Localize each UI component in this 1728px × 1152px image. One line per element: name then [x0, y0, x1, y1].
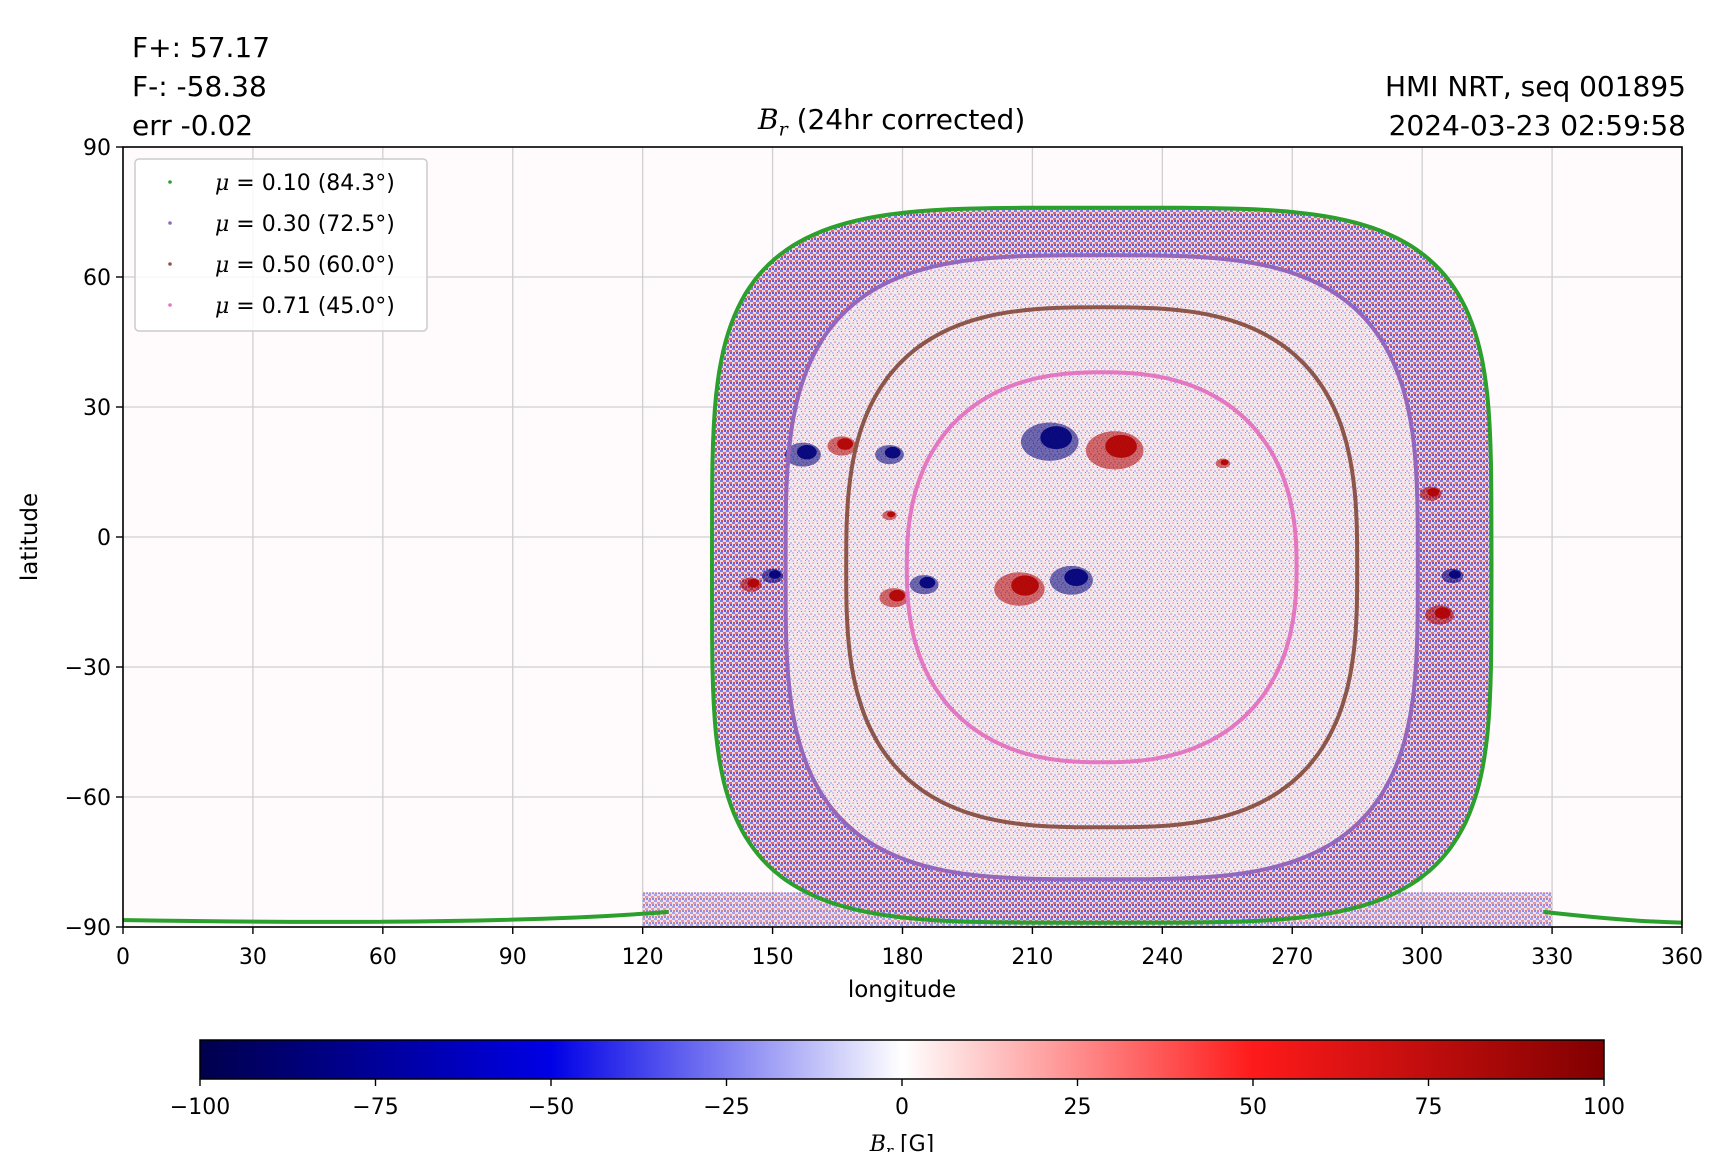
x-tick-label: 330 [1531, 945, 1573, 970]
mu-contour-tail-right [1543, 909, 1682, 925]
active-regions [740, 422, 1464, 625]
active-region-core [889, 589, 905, 602]
x-axis-ticks: 0 30 60 90 120 150 180 210 240 270 300 330 360 [116, 927, 1703, 970]
x-tick-label: 30 [239, 945, 267, 970]
active-region-core [1011, 575, 1039, 596]
chart-title: Br (24hr corrected) [758, 106, 1025, 140]
legend-mu-symbol: μ [215, 212, 229, 237]
colorbar-label-unit: [G] [893, 1132, 934, 1152]
y-tick-label: 0 [97, 526, 111, 551]
x-axis-label: longitude [848, 977, 956, 1003]
x-tick-label: 240 [1141, 945, 1183, 970]
colorbar-label-subscript: r [886, 1142, 894, 1152]
legend-mu-value: = 0.71 (45.0°) [229, 294, 395, 319]
legend-marker [168, 180, 172, 184]
legend-mu-value: = 0.50 (60.0°) [229, 253, 395, 278]
colorbar-label: Br [G] [869, 1132, 935, 1152]
active-region-core [919, 576, 936, 589]
active-region-core [1105, 434, 1137, 458]
title-text: (24hr corrected) [787, 103, 1026, 136]
colorbar-tick-label: −75 [352, 1095, 398, 1120]
active-region-core [1220, 459, 1229, 466]
title-subscript: r [778, 118, 788, 141]
mu-contour-tail-left [123, 909, 669, 924]
legend-label: μ = 0.71 (45.0°) [215, 294, 395, 319]
colorbar-ticks: −100 −75 −50 −25 0 25 50 75 100 [170, 1079, 1625, 1120]
mu-contour-0.30 [783, 253, 1420, 882]
mu-contour-0.50 [844, 305, 1360, 830]
active-region-core [1434, 607, 1451, 619]
legend-mu-symbol: μ [215, 253, 229, 278]
colorbar-tick-label: 100 [1583, 1095, 1625, 1120]
timestamp-label: 2024-03-23 02:59:58 [1388, 109, 1686, 142]
active-region-core [1064, 568, 1089, 586]
legend-label: μ = 0.10 (84.3°) [215, 171, 395, 196]
legend-mu-symbol: μ [215, 171, 229, 196]
y-tick-label: 60 [83, 266, 111, 291]
legend-marker [168, 303, 172, 307]
legend-mu-symbol: μ [215, 294, 229, 319]
colorbar-tick-label: 75 [1415, 1095, 1443, 1120]
x-tick-label: 270 [1271, 945, 1313, 970]
colorbar-tick-label: −100 [170, 1095, 230, 1120]
mu-contour-0.10 [710, 205, 1494, 925]
y-tick-label: 30 [83, 396, 111, 421]
legend-mu-value: = 0.10 (84.3°) [229, 171, 395, 196]
mu-contour-0.71 [904, 370, 1299, 765]
x-tick-label: 60 [369, 945, 397, 970]
flux-positive: F+: 57.17 [132, 31, 271, 64]
y-tick-label: 90 [83, 136, 111, 161]
active-region-core [887, 511, 896, 518]
active-region-core [884, 446, 901, 459]
legend-box [134, 158, 428, 332]
instrument-label: HMI NRT, seq 001895 [1384, 70, 1686, 103]
flux-negative: F-: -58.38 [132, 70, 267, 103]
active-region-core [837, 438, 853, 450]
legend-mu-value: = 0.30 (72.5°) [229, 212, 395, 237]
title-symbol: B [758, 103, 779, 136]
active-region-core [747, 578, 760, 588]
colorbar-tick-label: 25 [1064, 1095, 1092, 1120]
x-tick-label: 120 [622, 945, 664, 970]
x-tick-label: 180 [882, 945, 924, 970]
active-region-core [1448, 570, 1461, 579]
active-region-core [1040, 426, 1072, 450]
active-region-core [769, 570, 781, 579]
active-region-core [796, 444, 817, 460]
colorbar [199, 1039, 1605, 1080]
y-tick-label: −30 [65, 656, 111, 681]
colorbar-tick-label: 50 [1239, 1095, 1267, 1120]
legend-label: μ = 0.30 (72.5°) [215, 212, 395, 237]
colorbar-tick-label: 0 [895, 1095, 909, 1120]
flux-error: err -0.02 [132, 109, 254, 142]
x-tick-label: 0 [116, 945, 130, 970]
x-tick-label: 150 [752, 945, 794, 970]
colorbar-label-symbol: B [869, 1132, 886, 1152]
legend-marker [168, 221, 172, 225]
y-tick-label: −60 [65, 786, 111, 811]
x-tick-label: 210 [1011, 945, 1053, 970]
legend-marker [168, 262, 172, 266]
disk-interior [785, 255, 1418, 880]
mu-contours [123, 205, 1682, 925]
colorbar-tick-label: −25 [703, 1095, 749, 1120]
legend-label: μ = 0.50 (60.0°) [215, 253, 395, 278]
y-tick-label: −90 [65, 916, 111, 941]
x-tick-label: 300 [1401, 945, 1443, 970]
y-axis-label: latitude [17, 493, 43, 581]
x-tick-label: 90 [499, 945, 527, 970]
legend: μ = 0.10 (84.3°)μ = 0.30 (72.5°)μ = 0.50… [134, 158, 428, 332]
x-tick-label: 360 [1661, 945, 1703, 970]
disk-image [642, 207, 1553, 927]
active-region-core [1427, 487, 1440, 497]
y-axis-ticks: 90 60 30 0 −30 −60 −90 [65, 136, 123, 941]
colorbar-tick-label: −50 [528, 1095, 574, 1120]
